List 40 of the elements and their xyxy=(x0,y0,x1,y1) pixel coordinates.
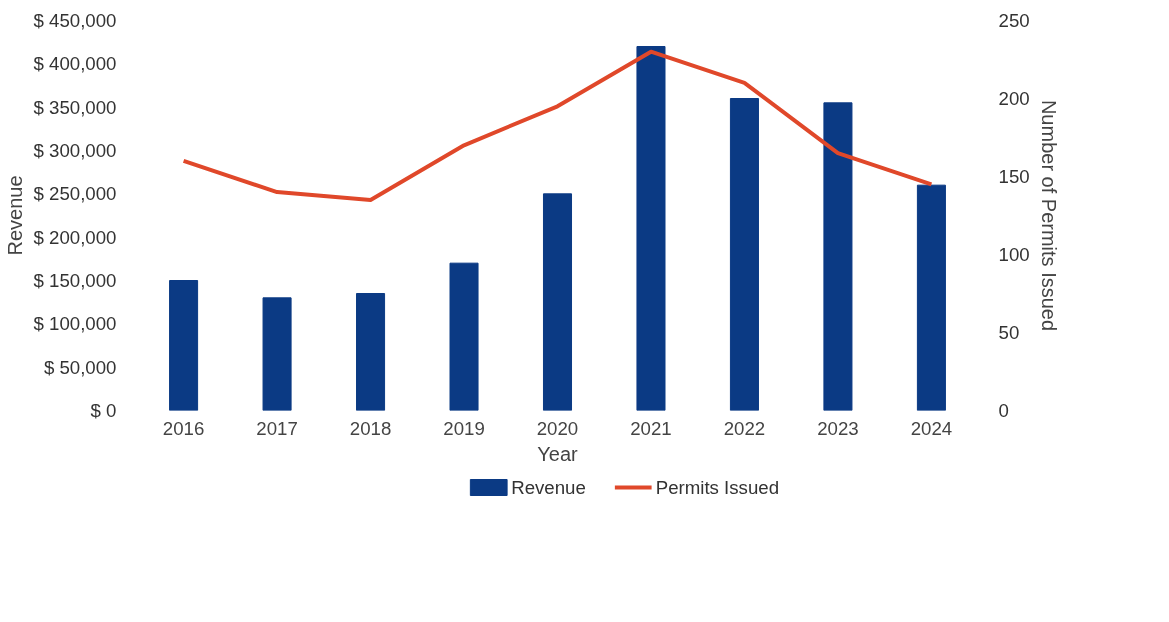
y-tick-label: $ 0 xyxy=(90,400,117,421)
bar xyxy=(356,293,386,411)
bar xyxy=(262,297,292,411)
bar xyxy=(729,98,759,411)
y2-tick-label: 50 xyxy=(998,322,1020,343)
y-tick-label: $ 200,000 xyxy=(33,226,117,248)
x-tick-label: 2020 xyxy=(536,417,579,439)
x-tick-label: 2018 xyxy=(349,417,392,439)
y2-tick-label: 100 xyxy=(998,244,1030,265)
y-tick-label: $ 400,000 xyxy=(33,53,117,75)
legend-label: Permits Issued xyxy=(655,477,780,498)
y-tick-label: $ 100,000 xyxy=(33,313,117,335)
x-tick-label: 2024 xyxy=(910,417,953,439)
y-tick-label: $ 350,000 xyxy=(33,96,117,118)
y2-tick-label: 200 xyxy=(998,88,1030,109)
y-tick-label: $ 250,000 xyxy=(33,183,117,205)
y2-tick-label: 0 xyxy=(998,400,1009,421)
bar xyxy=(636,46,666,411)
y2-tick-label: 150 xyxy=(998,166,1030,187)
bar xyxy=(169,280,199,411)
legend-label: Revenue xyxy=(511,477,586,498)
y-tick-label: $ 450,000 xyxy=(33,10,117,31)
y2-axis-title: Number of Permits Issued xyxy=(1037,99,1060,332)
x-tick-label: 2023 xyxy=(817,417,859,439)
y-tick-label: $ 150,000 xyxy=(33,270,117,291)
x-tick-label: 2017 xyxy=(256,417,298,439)
bar xyxy=(542,193,573,411)
bar xyxy=(449,262,479,411)
x-tick-label: 2019 xyxy=(443,417,485,439)
line-series xyxy=(181,49,934,202)
y2-tick-label: 250 xyxy=(998,10,1030,31)
x-tick-label: 2016 xyxy=(162,417,205,439)
bar xyxy=(823,102,853,411)
x-tick-label: 2022 xyxy=(723,417,766,439)
y-tick-label: $ 50,000 xyxy=(43,356,117,378)
y-axis-title: Revenue xyxy=(3,175,26,256)
x-axis-title: Year xyxy=(537,442,579,465)
bar xyxy=(916,184,946,411)
x-tick-label: 2021 xyxy=(630,417,672,439)
y-tick-label: $ 300,000 xyxy=(33,140,117,161)
